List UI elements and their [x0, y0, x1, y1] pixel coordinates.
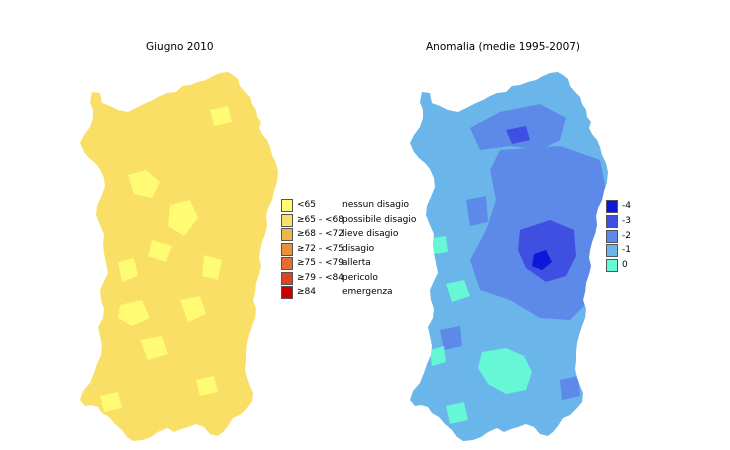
right-legend-swatch — [606, 214, 618, 228]
left-legend-range: ≥65 - <68 — [297, 214, 344, 225]
left-legend-range: <65 — [297, 200, 316, 210]
left-legend-label: allerta — [342, 258, 371, 268]
right-legend-swatch — [606, 200, 618, 213]
left-map — [80, 72, 278, 441]
left-legend-label: nessun disagio — [342, 200, 410, 210]
left-legend-label: pericolo — [342, 272, 378, 283]
left-legend-label: lieve disagio — [342, 229, 399, 239]
right-legend-label: -2 — [622, 230, 631, 241]
left-island-shape — [80, 72, 278, 441]
left-legend-range: ≥72 - <75 — [297, 243, 344, 254]
left-legend-range: ≥84 — [297, 287, 316, 297]
left-legend-swatch — [281, 271, 293, 285]
right-legend-label: -1 — [622, 245, 631, 256]
right-legend-swatch — [606, 229, 618, 243]
left-legend-range: ≥75 - <79 — [297, 258, 344, 268]
left-legend-range: ≥79 - <84 — [297, 272, 344, 283]
left-map-title: Giugno 2010 — [146, 41, 214, 53]
right-map — [410, 72, 608, 441]
left-legend-range: ≥68 - <72 — [297, 229, 344, 239]
left-legend-label: possibile disagio — [342, 214, 417, 225]
left-map-no-discomfort-areas — [100, 106, 232, 412]
right-map-title: Anomalia (medie 1995-2007) — [426, 41, 581, 53]
left-legend-swatch — [281, 199, 293, 212]
right-legend-swatch — [606, 259, 618, 273]
right-map-anomaly-minus3-areas — [506, 126, 576, 282]
left-legend-label: emergenza — [342, 287, 393, 297]
right-legend-label: -4 — [622, 201, 631, 211]
left-legend-label: disagio — [342, 243, 375, 254]
right-legend-swatch — [606, 244, 618, 258]
right-map-anomaly-minus4-areas — [532, 250, 552, 270]
left-legend-swatch — [281, 257, 293, 270]
right-legend-label: -3 — [622, 215, 631, 226]
left-legend-swatch — [281, 213, 293, 227]
right-legend-label: 0 — [622, 260, 628, 271]
left-legend-swatch — [281, 228, 293, 241]
left-legend-swatch — [281, 286, 293, 299]
left-legend-swatch — [281, 242, 293, 256]
right-map-anomaly-zero-areas — [430, 236, 532, 424]
